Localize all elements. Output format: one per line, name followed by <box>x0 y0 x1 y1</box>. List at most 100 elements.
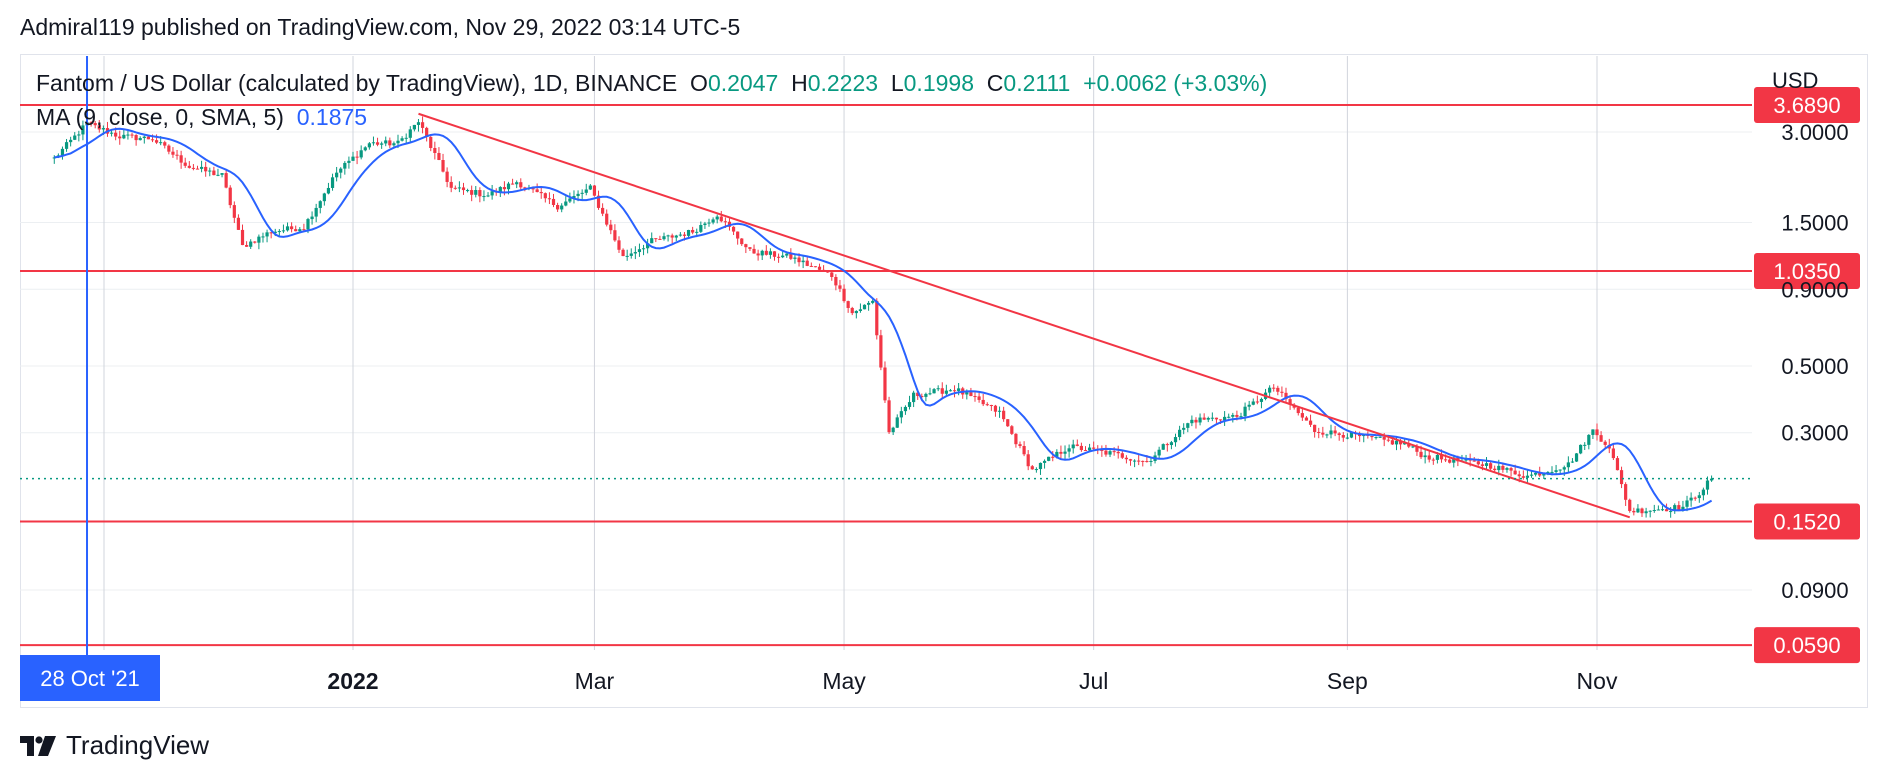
candle-body <box>1243 406 1247 417</box>
candle-body <box>789 253 793 259</box>
low-label: L <box>890 70 904 96</box>
level-badge <box>1754 503 1860 540</box>
candle-body <box>1173 437 1178 443</box>
candle-body <box>1128 459 1133 461</box>
candle-body <box>1157 449 1161 456</box>
candle-body <box>768 251 772 255</box>
candle-body <box>629 253 633 256</box>
candle-body <box>1484 463 1489 466</box>
candle-body <box>666 235 670 237</box>
candle-body <box>1452 457 1456 463</box>
candle-body <box>1038 462 1043 470</box>
candle-body <box>1132 460 1137 462</box>
candle-body <box>830 272 834 277</box>
candle-body <box>1182 427 1186 430</box>
candle-body <box>1697 495 1701 499</box>
candle-body <box>1562 467 1566 470</box>
candle-body <box>1304 417 1309 421</box>
candle-body <box>339 168 343 173</box>
candle-body <box>322 193 326 202</box>
candle-body <box>1210 417 1214 419</box>
candle-body <box>1550 471 1554 473</box>
ma-label: MA (9, close, 0, SMA, 5) <box>36 104 284 130</box>
high-value: 0.2223 <box>807 70 879 96</box>
candle-body <box>1214 417 1219 420</box>
candle-body <box>1615 458 1620 471</box>
candle-body <box>1259 398 1264 402</box>
candle-body <box>568 198 572 202</box>
candle-body <box>1083 450 1088 452</box>
chart-frame <box>20 54 1868 708</box>
x-tick-label: May <box>822 668 866 694</box>
x-tick-label: Jul <box>1079 668 1108 694</box>
candle-body <box>1587 434 1591 445</box>
candle-body <box>1227 416 1231 418</box>
candle-body <box>1308 420 1313 425</box>
candle-body <box>1669 511 1673 513</box>
candle-body <box>498 187 502 193</box>
candle-body <box>412 124 416 130</box>
candle-body <box>1051 456 1055 458</box>
candle-body <box>1030 466 1034 470</box>
candle-body <box>1268 387 1272 393</box>
candle-body <box>899 411 903 418</box>
candle-body <box>363 147 367 151</box>
candle-body <box>1398 440 1403 445</box>
tradingview-logo[interactable]: TradingView <box>20 730 209 761</box>
candle-body <box>1190 419 1194 424</box>
candle-body <box>285 226 290 231</box>
candle-body <box>208 170 212 172</box>
candle-body <box>404 137 408 139</box>
candle-body <box>371 142 376 144</box>
candle-body <box>1521 476 1525 478</box>
candle-body <box>1374 437 1378 439</box>
candle-body <box>1349 432 1354 438</box>
candle-body <box>1002 410 1006 420</box>
candles <box>52 116 1714 518</box>
candle-body <box>633 252 637 254</box>
candle-body <box>613 230 617 241</box>
candle-body <box>1145 461 1149 463</box>
candle-body <box>858 309 863 311</box>
candle-body <box>560 205 564 210</box>
candle-body <box>1660 509 1665 511</box>
candle-body <box>1411 446 1415 448</box>
candle-body <box>330 177 335 188</box>
candle-body <box>621 249 625 257</box>
candle-body <box>465 190 470 192</box>
currency-label: USD <box>1772 68 1819 93</box>
level-badge <box>1754 627 1860 664</box>
candle-body <box>756 253 760 256</box>
candle-body <box>1632 510 1636 513</box>
candle-body <box>1092 447 1096 449</box>
candle-body <box>351 156 355 161</box>
candle-body <box>1574 453 1579 462</box>
candle-body <box>1223 416 1227 421</box>
candle-body <box>658 238 662 240</box>
candle-body <box>1345 437 1349 439</box>
candle-body <box>273 231 277 234</box>
candle-body <box>1075 444 1079 446</box>
candle-body <box>871 300 875 303</box>
candle-body <box>490 191 494 196</box>
candle-body <box>948 390 953 392</box>
price-chart[interactable]: 3.6890 1.0350 0.1520 0.0590 3.0000 1.5000 0.9… <box>0 0 1888 720</box>
candle-body <box>1493 468 1497 471</box>
candle-body <box>1644 511 1648 514</box>
candle-body <box>1063 451 1067 454</box>
candle-body <box>952 390 957 392</box>
close-value: 0.2111 <box>1003 70 1071 96</box>
candle-body <box>736 231 740 239</box>
candle-body <box>445 171 449 182</box>
candle-body <box>335 172 339 178</box>
x-tick-label: Mar <box>575 668 615 694</box>
candle-body <box>682 234 687 236</box>
candle-body <box>1378 436 1382 438</box>
candle-body <box>781 255 785 258</box>
candle-body <box>1603 441 1607 445</box>
candle-body <box>167 145 171 152</box>
candle-body <box>502 187 507 190</box>
candle-body <box>989 405 993 407</box>
candle-body <box>826 270 830 273</box>
close-label: C <box>986 70 1004 96</box>
